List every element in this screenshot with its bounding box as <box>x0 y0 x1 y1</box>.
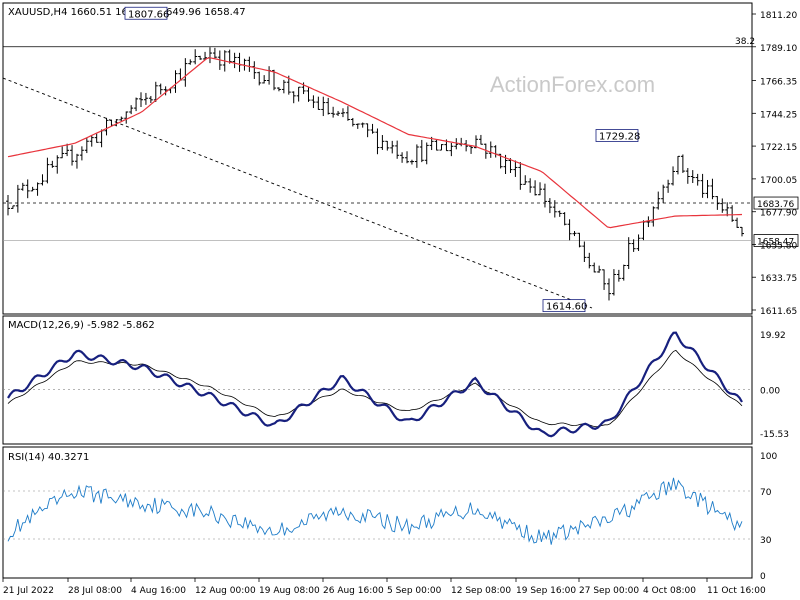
fib-label: 38.2 <box>735 37 755 47</box>
price-y-tick-label: 1811.20 <box>760 11 797 21</box>
macd-signal-line <box>7 349 743 428</box>
level-tag-label: 1683.76 <box>757 200 794 210</box>
x-tick-label: 28 Jul 08:00 <box>68 586 122 596</box>
annotation-label: 1614.60 <box>546 302 587 313</box>
rsi-line <box>7 477 743 545</box>
price-y-tick-label: 1633.75 <box>760 274 797 284</box>
rsi-panel-frame <box>2 446 753 579</box>
price-annotation: 1807.66 <box>124 6 169 20</box>
macd-y-tick-label: -15.53 <box>760 430 789 440</box>
price-y-tick-label: 1789.10 <box>760 44 797 54</box>
moving-average-line <box>7 57 743 229</box>
x-tick-label: 4 Oct 08:00 <box>643 586 696 596</box>
price-y-tick-label: 1611.65 <box>760 307 797 317</box>
rsi-y-tick-label: 0 <box>760 572 766 582</box>
rsi-series-layer <box>3 477 752 545</box>
rsi-y-tick-label: 30 <box>760 536 772 546</box>
price-y-tick-label: 1677.90 <box>760 209 797 219</box>
rsi-panel-header: RSI(14) 40.3271 <box>8 452 89 463</box>
x-tick-label: 11 Oct 16:00 <box>707 586 766 596</box>
x-tick-label: 26 Aug 16:00 <box>323 586 384 596</box>
macd-y-tick-label: 0.00 <box>760 387 780 397</box>
rsi-y-tick-label: 70 <box>760 488 772 498</box>
x-tick-label: 5 Sep 00:00 <box>387 586 442 596</box>
x-tick-label: 12 Aug 00:00 <box>195 586 256 596</box>
macd-panel-frame <box>2 315 753 445</box>
annotation-box <box>124 6 168 20</box>
macd-panel-header: MACD(12,26,9) -5.982 -5.862 <box>8 320 155 331</box>
price-y-tick-label: 1700.05 <box>760 176 797 186</box>
price-y-tick-label: 1744.25 <box>760 110 797 120</box>
rsi-y-tick-label: 100 <box>760 452 777 462</box>
level-tag-label: 1658.47 <box>757 238 794 248</box>
price-annotation: 1614.60 <box>542 299 587 313</box>
level-tag-box <box>753 234 799 247</box>
macd-series-layer <box>3 331 752 438</box>
price-annotation: 1729.28 <box>595 129 640 143</box>
x-tick-label: 27 Sep 00:00 <box>579 586 639 596</box>
macd-line <box>7 331 743 438</box>
price-panel-frame <box>2 2 753 315</box>
x-tick-label: 12 Sep 08:00 <box>451 586 511 596</box>
x-tick-label: 4 Aug 16:00 <box>131 586 186 596</box>
annotation-label: 1729.28 <box>599 132 640 143</box>
axis-layer: 1811.20 1789.10 1766.35 1744.25 1722.15 1700.… <box>2 11 797 596</box>
level-tag-box <box>753 196 799 210</box>
watermark: ActionForex.com <box>490 72 655 97</box>
price-y-tick-label: 1766.35 <box>760 78 797 88</box>
x-tick-label: 19 Aug 08:00 <box>259 586 320 596</box>
annotation-box <box>595 129 639 142</box>
x-tick-label: 19 Sep 16:00 <box>516 586 576 596</box>
annotation-box <box>542 299 586 313</box>
trend-line-dotted <box>2 77 593 309</box>
price-series-layer: 38.2 1807.66 1729.28 1614.60 1683.76 1658.47 <box>2 6 799 313</box>
x-tick-label: 21 Jul 2022 <box>3 586 54 596</box>
price-y-tick-label: 1722.15 <box>760 143 797 153</box>
price-y-tick-label: 1655.80 <box>760 242 797 252</box>
macd-y-tick-label: 19.92 <box>760 331 786 341</box>
annotation-label: 1807.66 <box>128 9 169 20</box>
